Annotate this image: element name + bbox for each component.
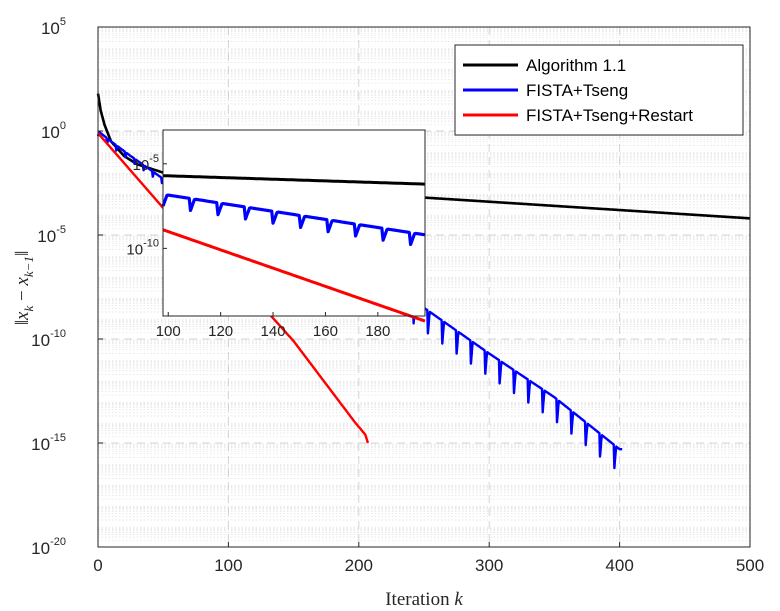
inset-x-tick-label: 140 [261, 323, 286, 340]
y-tick-label: 105 [41, 16, 66, 38]
inset-x-tick-label: 180 [365, 323, 390, 340]
inset-background [163, 130, 425, 316]
x-tick-label: 300 [475, 556, 503, 575]
x-tick-labels: 0 100 200 300 400 500 [93, 542, 764, 575]
y-tick-labels: 105 100 10-5 10-10 10-15 10-20 [31, 16, 103, 558]
y-tick-label: 10-10 [31, 328, 66, 350]
inset-x-tick-label: 120 [208, 323, 233, 340]
inset-series-algorithm-1-1 [162, 174, 426, 186]
x-tick-label: 100 [214, 556, 242, 575]
plot-frame [97, 26, 751, 548]
x-axis-label: Iteration k [385, 589, 463, 610]
x-tick-label: 400 [605, 556, 633, 575]
legend-label: Algorithm 1.1 [526, 56, 626, 75]
inset-y-tick-label: 10-10 [126, 237, 159, 258]
y-tick-label: 10-20 [31, 536, 66, 558]
inset-frame [162, 129, 426, 317]
inset-series-fista-tseng-restart [162, 228, 426, 323]
x-tick-label: 0 [93, 556, 102, 575]
legend-label: FISTA+Tseng [526, 81, 628, 100]
y-tick-label: 10-15 [31, 432, 66, 454]
y-tick-label: 100 [41, 120, 66, 142]
legend-label: FISTA+Tseng+Restart [526, 106, 693, 125]
legend: Algorithm 1.1 FISTA+Tseng FISTA+Tseng+Rest… [454, 44, 744, 136]
inset-series-fista-tseng [161, 193, 426, 246]
y-axis-label: ‖xk − xk−1‖ [12, 251, 36, 326]
inset-x-tick-label: 100 [156, 323, 181, 340]
inset-x-tick-label: 160 [313, 323, 338, 340]
y-tick-label: 10-5 [37, 224, 66, 246]
x-tick-label: 500 [736, 556, 764, 575]
x-tick-label: 200 [345, 556, 373, 575]
inset: 100 120 140 160 180 10-510-10 [126, 129, 426, 340]
